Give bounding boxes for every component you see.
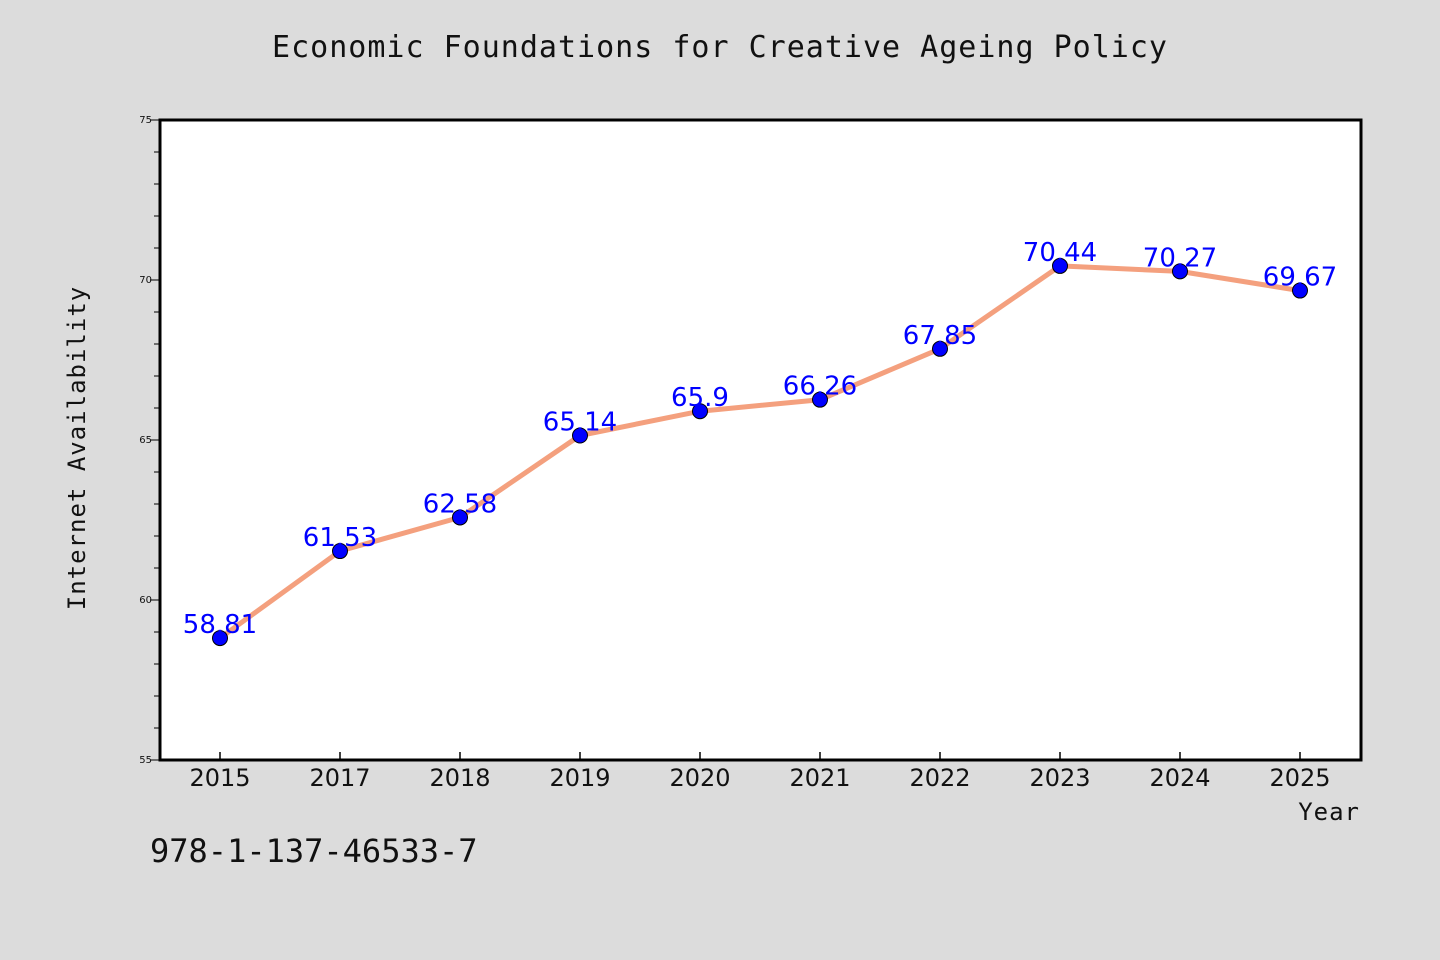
data-point bbox=[1052, 257, 1068, 274]
x-tick-label: 2023 bbox=[1029, 764, 1090, 792]
data-point bbox=[212, 630, 228, 647]
footer-code: 978-1-137-46533-7 bbox=[150, 832, 478, 870]
data-point bbox=[1292, 282, 1308, 299]
data-label: 61.53 bbox=[303, 523, 377, 553]
y-tick-label: 60 bbox=[139, 595, 152, 606]
data-label: 70.27 bbox=[1143, 243, 1217, 273]
x-tick-label: 2017 bbox=[309, 764, 370, 792]
x-tick-label: 2022 bbox=[909, 764, 970, 792]
x-tick-label: 2015 bbox=[189, 764, 250, 792]
series-line bbox=[217, 263, 1303, 641]
y-axis-label: Internet Availability bbox=[63, 286, 91, 610]
x-axis-label: Year bbox=[1298, 798, 1360, 826]
data-label: 58.81 bbox=[183, 610, 257, 640]
data-point bbox=[812, 391, 828, 408]
data-point bbox=[452, 509, 468, 526]
data-label: 65.14 bbox=[543, 408, 617, 438]
y-axis: 55 60 65 70 75 bbox=[139, 115, 160, 766]
series-markers bbox=[212, 257, 1308, 647]
x-tick-label: 2020 bbox=[669, 764, 730, 792]
data-label: 66.26 bbox=[783, 372, 857, 402]
plot-area bbox=[158, 118, 1363, 762]
x-tick-label: 2021 bbox=[789, 764, 850, 792]
y-tick-label: 70 bbox=[139, 275, 152, 286]
y-tick-label: 55 bbox=[139, 755, 152, 766]
data-point bbox=[692, 403, 708, 420]
data-label: 62.58 bbox=[423, 489, 497, 519]
data-labels: 58.81 61.53 62.58 65.14 65.9 66.26 67.85 70.44 7… bbox=[183, 238, 1337, 640]
y-tick-label: 65 bbox=[139, 435, 152, 446]
x-tick-label: 2024 bbox=[1149, 764, 1210, 792]
data-label: 67.85 bbox=[903, 321, 977, 351]
data-label: 69.67 bbox=[1263, 263, 1337, 293]
data-label: 65.9 bbox=[671, 383, 729, 413]
chart-title: Economic Foundations for Creative Ageing… bbox=[272, 30, 1168, 65]
data-label: 70.44 bbox=[1023, 238, 1097, 268]
x-tick-label: 2018 bbox=[429, 764, 490, 792]
data-point bbox=[932, 340, 948, 357]
x-tick-label: 2025 bbox=[1269, 764, 1330, 792]
x-axis: 2015 2017 2018 2019 2020 2021 2022 2023 2024 2025 bbox=[189, 752, 1331, 792]
data-point bbox=[572, 427, 588, 444]
data-point bbox=[332, 543, 348, 560]
x-tick-label: 2019 bbox=[549, 764, 610, 792]
y-tick-label: 75 bbox=[139, 115, 152, 126]
data-point bbox=[1172, 263, 1188, 280]
